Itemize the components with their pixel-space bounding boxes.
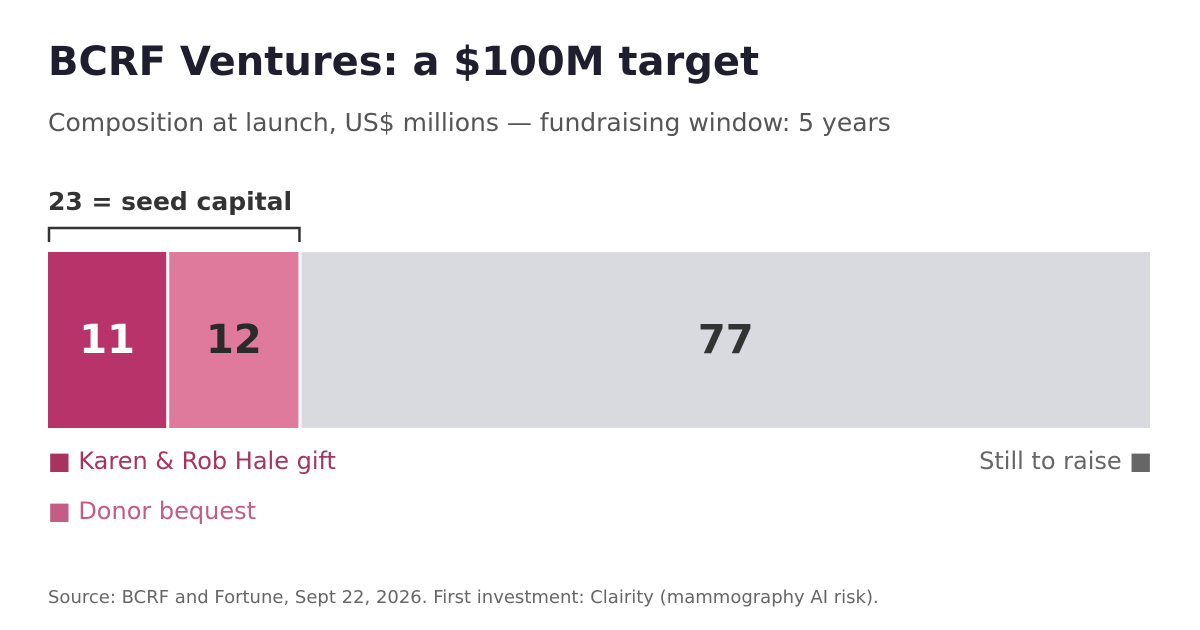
legend-item-bequest: ■ Donor bequest (48, 497, 256, 526)
legend-item-gift: ■ Karen & Rob Hale gift (48, 447, 336, 476)
bar-segment-label-2: 12 (206, 317, 262, 363)
gift-swatch-icon: ■ (48, 447, 71, 475)
seed-capital-bracket (47, 226, 301, 242)
seed-capital-label: 23 = seed capital (48, 187, 293, 216)
bar-segment-3 (301, 252, 1151, 428)
remaining-swatch-icon: ■ (1129, 447, 1152, 475)
bar-segment-2 (169, 252, 299, 428)
source-note: Source: BCRF and Fortune, Sept 22, 2026.… (48, 587, 879, 608)
bar-segment-1 (48, 252, 167, 428)
legend-label-remaining: Still to raise (979, 447, 1122, 475)
chart-subtitle: Composition at launch, US$ millions — fu… (48, 108, 891, 137)
legend-label-bequest: Donor bequest (78, 497, 257, 525)
legend-label-gift: Karen & Rob Hale gift (78, 447, 336, 475)
chart-title: BCRF Ventures: a $100M target (48, 39, 760, 85)
legend-item-remaining: Still to raise ■ (979, 447, 1152, 476)
bequest-swatch-icon: ■ (48, 497, 71, 525)
bar-segment-label-3: 77 (698, 317, 754, 363)
bar-segment-label-1: 11 (79, 317, 135, 363)
